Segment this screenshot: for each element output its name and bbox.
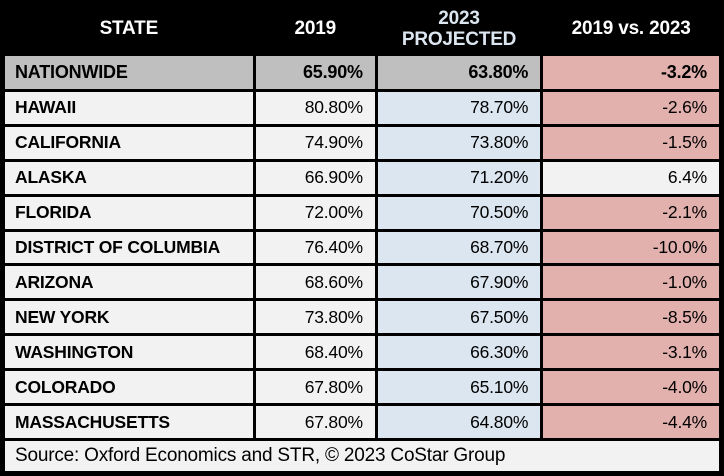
- header-row: STATE 2019 2023 PROJECTED 2019 vs. 2023: [1, 1, 723, 56]
- value-2023-cell: 68.70%: [374, 228, 544, 267]
- table-row-alaska: ALASKA 66.90% 71.20% 6.4%: [1, 158, 723, 197]
- state-cell: NATIONWIDE: [1, 53, 256, 92]
- state-cell: MASSACHUSETTS: [1, 403, 256, 441]
- value-2023-cell: 78.70%: [374, 89, 544, 127]
- source-note: Source: Oxford Economics and STR, © 2023…: [1, 438, 723, 475]
- value-2019-cell: 80.80%: [252, 89, 378, 127]
- value-2023-cell: 66.30%: [374, 333, 544, 372]
- delta-cell: -2.1%: [540, 193, 723, 232]
- state-cell: NEW YORK: [1, 298, 256, 337]
- header-2019: 2019: [252, 1, 378, 56]
- value-2023-cell: 65.10%: [374, 368, 544, 407]
- value-2023-cell: 64.80%: [374, 403, 544, 441]
- delta-cell: -8.5%: [540, 298, 723, 337]
- value-2023-cell: 67.90%: [374, 263, 544, 302]
- state-cell: WASHINGTON: [1, 333, 256, 372]
- footer-row: Source: Oxford Economics and STR, © 2023…: [1, 438, 723, 475]
- value-2023-cell: 71.20%: [374, 158, 544, 197]
- delta-cell: -3.1%: [540, 333, 723, 372]
- value-2019-cell: 76.40%: [252, 228, 378, 267]
- table-row-washington: WASHINGTON 68.40% 66.30% -3.1%: [1, 333, 723, 372]
- summary-row-nationwide: NATIONWIDE 65.90% 63.80% -3.2%: [1, 53, 723, 92]
- value-2019-cell: 67.80%: [252, 403, 378, 441]
- value-2023-cell: 67.50%: [374, 298, 544, 337]
- value-2019-cell: 68.40%: [252, 333, 378, 372]
- table-row-district-of-columbia: DISTRICT OF COLUMBIA 76.40% 68.70% -10.0…: [1, 228, 723, 267]
- delta-cell: -2.6%: [540, 89, 723, 127]
- value-2023-cell: 73.80%: [374, 123, 544, 162]
- value-2023-cell: 70.50%: [374, 193, 544, 232]
- table-row-arizona: ARIZONA 68.60% 67.90% -1.0%: [1, 263, 723, 302]
- value-2019-cell: 68.60%: [252, 263, 378, 302]
- state-cell: CALIFORNIA: [1, 123, 256, 162]
- value-2019-cell: 65.90%: [252, 53, 378, 92]
- value-2019-cell: 74.90%: [252, 123, 378, 162]
- value-2019-cell: 66.90%: [252, 158, 378, 197]
- header-2023-projected: 2023 PROJECTED: [374, 1, 544, 56]
- value-2019-cell: 67.80%: [252, 368, 378, 407]
- header-2019-vs-2023: 2019 vs. 2023: [540, 1, 723, 56]
- state-cell: DISTRICT OF COLUMBIA: [1, 228, 256, 267]
- table-row-massachusetts: MASSACHUSETTS 67.80% 64.80% -4.4%: [1, 403, 723, 441]
- table-row-colorado: COLORADO 67.80% 65.10% -4.0%: [1, 368, 723, 407]
- table-row-florida: FLORIDA 72.00% 70.50% -2.1%: [1, 193, 723, 232]
- delta-cell: -10.0%: [540, 228, 723, 267]
- value-2019-cell: 72.00%: [252, 193, 378, 232]
- table-row-new-york: NEW YORK 73.80% 67.50% -8.5%: [1, 298, 723, 337]
- delta-cell: -4.4%: [540, 403, 723, 441]
- state-cell: ARIZONA: [1, 263, 256, 302]
- delta-cell: 6.4%: [540, 158, 723, 197]
- table-row-hawaii: HAWAII 80.80% 78.70% -2.6%: [1, 89, 723, 127]
- delta-cell: -4.0%: [540, 368, 723, 407]
- value-2019-cell: 73.80%: [252, 298, 378, 337]
- state-cell: FLORIDA: [1, 193, 256, 232]
- state-cell: HAWAII: [1, 89, 256, 127]
- header-state: STATE: [1, 1, 256, 56]
- state-cell: ALASKA: [1, 158, 256, 197]
- delta-cell: -1.0%: [540, 263, 723, 302]
- state-cell: COLORADO: [1, 368, 256, 407]
- delta-cell: -3.2%: [540, 53, 723, 92]
- value-2023-cell: 63.80%: [374, 53, 544, 92]
- table-row-california: CALIFORNIA 74.90% 73.80% -1.5%: [1, 123, 723, 162]
- delta-cell: -1.5%: [540, 123, 723, 162]
